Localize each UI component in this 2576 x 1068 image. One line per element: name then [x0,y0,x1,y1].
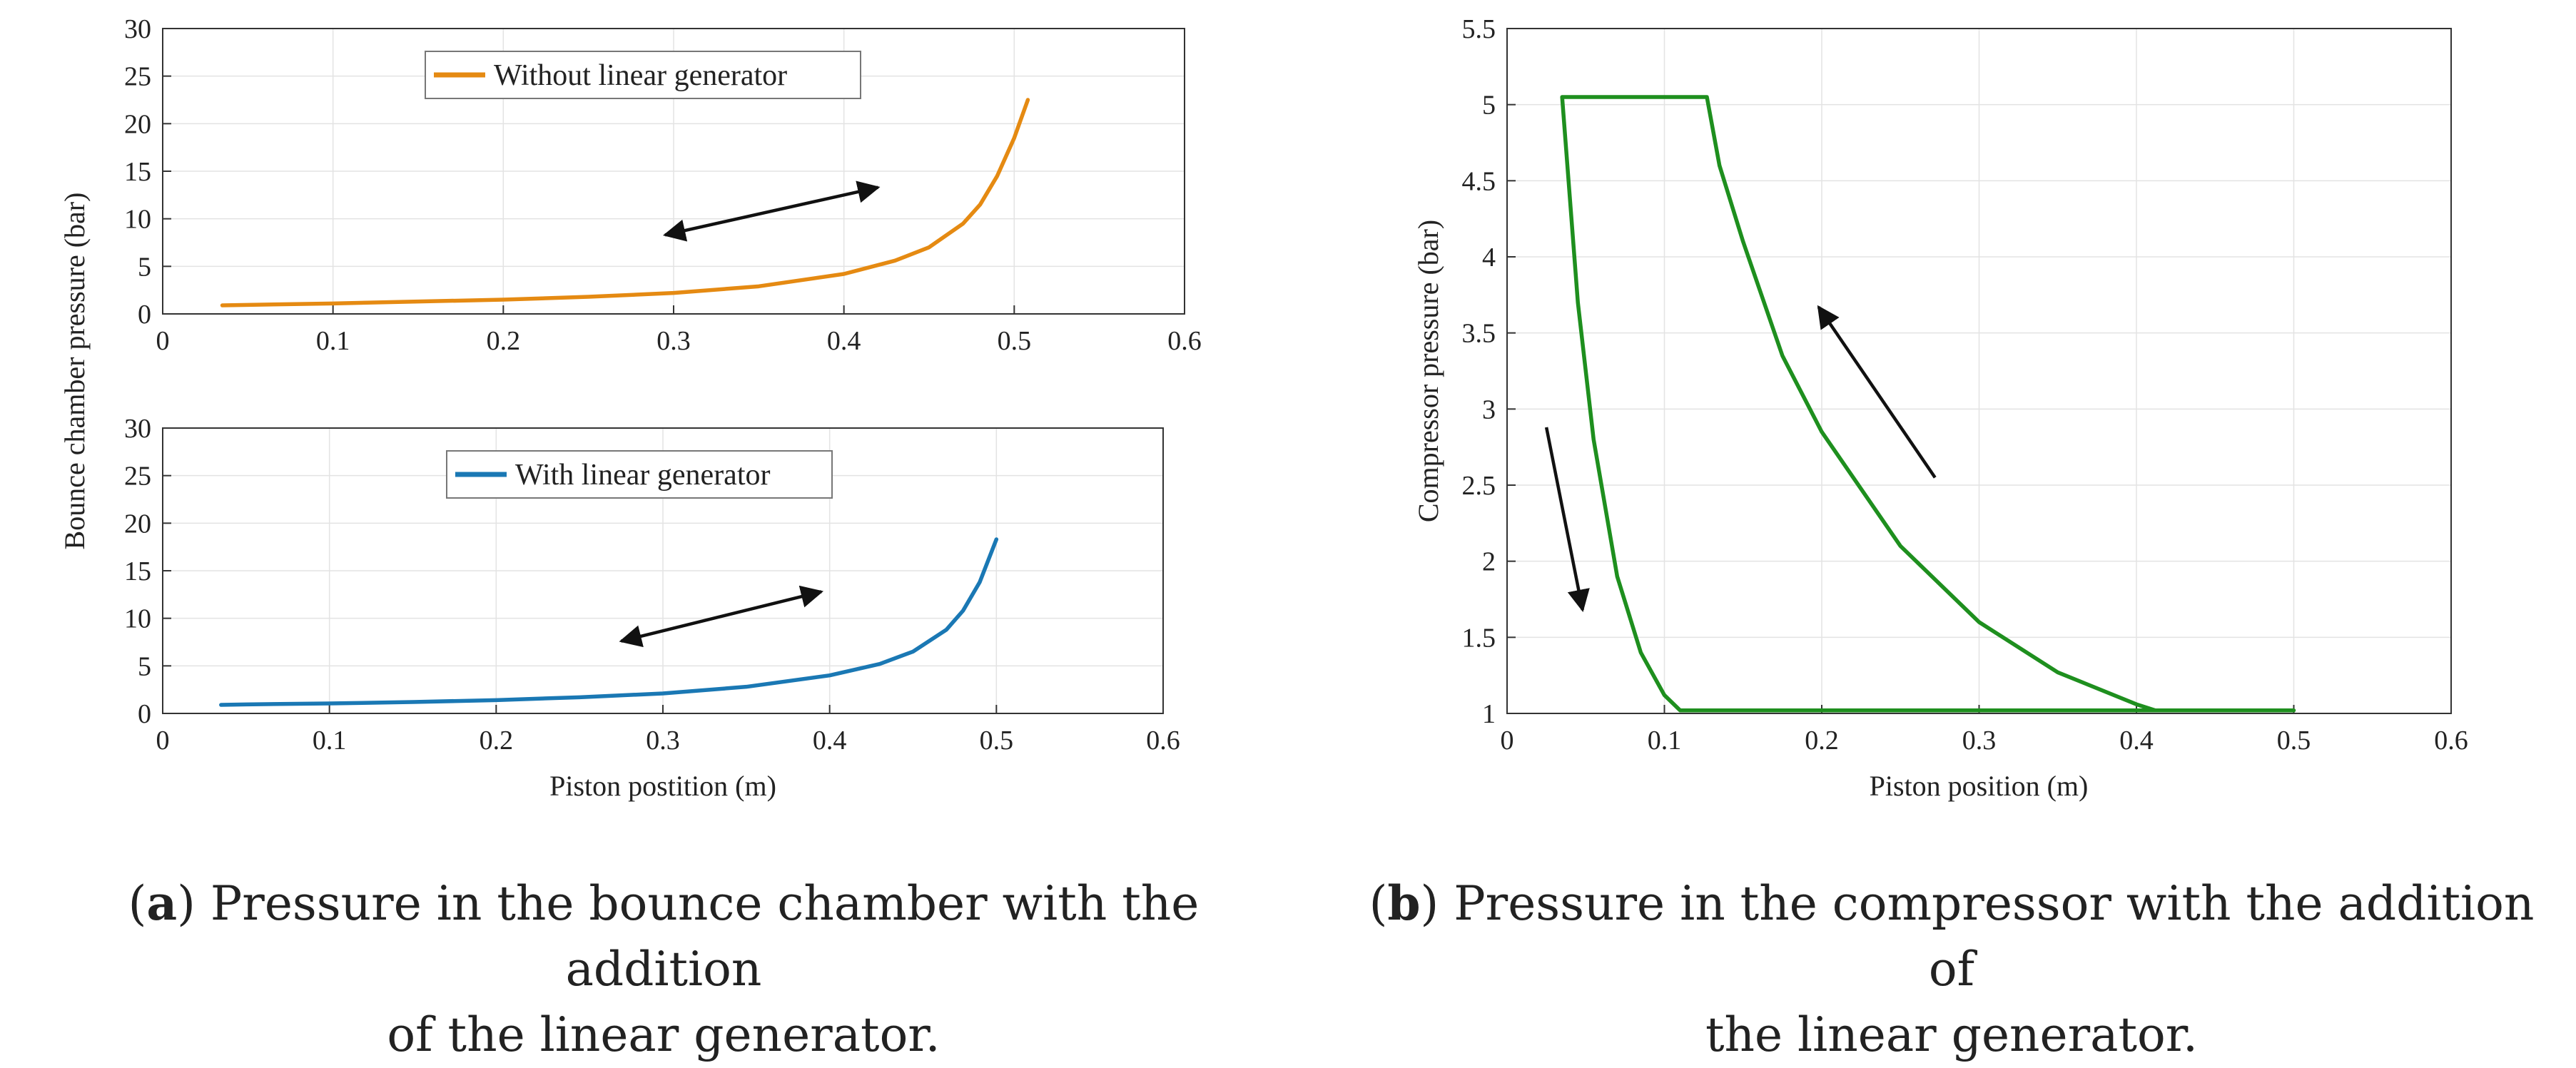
legend-box [446,450,833,499]
x-tick-label: 0.1 [313,726,347,756]
caption-b-label: b [1387,875,1421,931]
y-tick-label: 10 [124,205,151,235]
y-tick-label: 0 [138,300,151,330]
y-tick-label: 3 [1482,395,1496,424]
y-tick-label: 20 [124,509,151,539]
y-tick-label: 3.5 [1462,319,1496,349]
x-tick-label: 0.1 [316,326,350,356]
caption-b-line2: the linear generator. [1705,1007,2199,1062]
annotations [1544,305,1937,613]
legend: Without linear generator [425,51,861,99]
y-tick-label: 25 [124,62,151,92]
x-axis-label: Piston position (m) [1870,770,2089,802]
y-tick-label: 30 [124,414,151,444]
x-tick-label: 0.6 [1167,326,1202,356]
caption-b-line1: Pressure in the compressor with the addi… [1454,876,2535,997]
y-axis-label-a: Bounce chamber pressure (bar) [59,193,91,550]
chart-bounce-with-generator: 0 0.1 0.2 0.3 0.4 0.5 0.6 0 5 10 15 20 25 30 With li… [124,414,1180,802]
y-tick-label: 0 [138,699,151,729]
y-tick-label: 15 [124,157,151,187]
y-tick-label: 5 [138,252,151,282]
series-line [220,98,1030,307]
x-tick-label: 0.2 [487,326,521,356]
x-ticks: 0 0.1 0.2 0.3 0.4 0.5 0.6 [156,305,1202,356]
y-tick-label: 1.5 [1462,623,1496,653]
x-tick-label: 0 [156,726,170,756]
caption-a-line2: of the linear generator. [387,1007,940,1062]
x-tick-label: 0.2 [1805,726,1839,756]
y-tick-label: 2.5 [1462,471,1496,501]
x-tick-label: 0.3 [656,326,691,356]
caption-a: (a) Pressure in the bounce chamber with … [29,870,1299,1068]
x-tick-label: 0 [1501,726,1514,756]
x-tick-label: 0.5 [980,726,1014,756]
y-tick-label: 20 [124,109,151,139]
legend: With linear generator [446,450,833,499]
x-tick-label: 0.5 [998,326,1032,356]
y-axis-label: Compressor pressure (bar) [1412,220,1444,522]
x-tick-label: 0.3 [646,726,680,756]
x-tick-label: 0.3 [1962,726,1997,756]
x-tick-label: 0 [156,326,170,356]
x-tick-label: 0.2 [480,726,514,756]
annotation-arrow [619,585,824,648]
caption-b: (b) Pressure in the compressor with the … [1342,870,2562,1068]
series [219,537,999,707]
series [1560,95,2296,713]
y-ticks: 1 1.5 2 2.5 3 3.5 4 4.5 5 5.5 [1462,14,1516,729]
legend-box [425,51,861,99]
y-tick-label: 15 [124,556,151,586]
y-tick-label: 30 [124,14,151,44]
x-axis-label: Piston postition (m) [549,770,776,802]
y-tick-label: 5 [1482,91,1496,121]
y-tick-label: 4.5 [1462,166,1496,196]
x-ticks: 0 0.1 0.2 0.3 0.4 0.5 0.6 [1501,705,2468,756]
annotation-arrow [1544,427,1590,613]
x-tick-label: 0.1 [1648,726,1682,756]
y-tick-label: 25 [124,462,151,492]
series [220,98,1030,307]
x-tick-label: 0.6 [1146,726,1180,756]
chart-compressor-pressure: 0 0.1 0.2 0.3 0.4 0.5 0.6 1 1.5 2 2.5 3 3.5 4 4.5 5 5.5… [1412,14,2468,802]
x-tick-label: 0.4 [2119,726,2154,756]
caption-a-label: a [146,875,178,931]
y-tick-label: 5 [138,651,151,681]
y-tick-label: 10 [124,604,151,634]
annotation-arrow [1817,305,1937,479]
y-tick-label: 5.5 [1462,14,1496,44]
y-tick-label: 4 [1482,243,1496,273]
grid [1506,28,2452,714]
series-line [219,537,999,707]
x-tick-label: 0.4 [813,726,847,756]
legend-label: Without linear generator [494,59,787,92]
annotations [662,180,881,242]
x-tick-label: 0.6 [2434,726,2468,756]
y-ticks: 0 5 10 15 20 25 30 [124,414,171,729]
chart-bounce-without-generator: 0 0.1 0.2 0.3 0.4 0.5 0.6 0 5 10 15 20 25 30 Without… [124,14,1202,356]
annotation-arrow [662,180,881,242]
x-tick-label: 0.4 [827,326,861,356]
y-ticks: 0 5 10 15 20 25 30 [124,14,171,330]
caption-a-line1: Pressure in the bounce chamber with the … [210,876,1200,997]
legend-label: With linear generator [515,459,770,492]
x-ticks: 0 0.1 0.2 0.3 0.4 0.5 0.6 [156,705,1180,756]
annotations [619,585,824,648]
y-tick-label: 1 [1482,699,1496,729]
y-tick-label: 2 [1482,547,1496,577]
series-line [1560,95,2296,713]
x-tick-label: 0.5 [2277,726,2311,756]
